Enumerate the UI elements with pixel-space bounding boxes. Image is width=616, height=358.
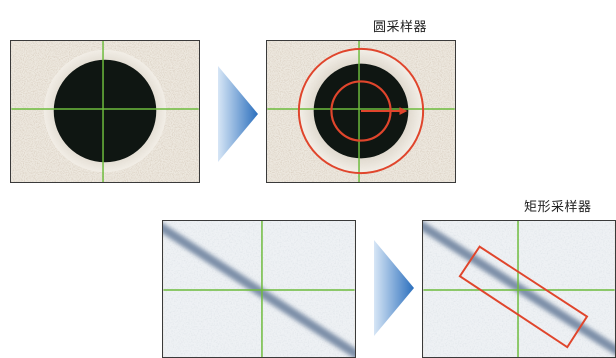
rect-sampler-label: 矩形采样器 bbox=[524, 200, 592, 215]
panel-scratch-sampler bbox=[422, 220, 616, 358]
panel-hole-sampler bbox=[266, 40, 456, 183]
circle-sampler-label: 圆采样器 bbox=[373, 20, 428, 35]
panel-scratch-original bbox=[162, 220, 356, 358]
hole-image bbox=[11, 41, 199, 182]
outer-sampler-circle bbox=[297, 47, 425, 175]
scratch-line bbox=[163, 223, 355, 357]
hole-dark-disc bbox=[53, 59, 157, 163]
scratch-image bbox=[163, 221, 355, 357]
rect-sampler-box bbox=[458, 245, 589, 349]
sampler-radius-arrowhead bbox=[399, 107, 408, 115]
chevron-right-icon bbox=[374, 240, 414, 336]
panel-hole-original bbox=[10, 40, 200, 183]
scratch-sampler-image bbox=[423, 221, 615, 357]
chevron-right-icon bbox=[218, 66, 258, 162]
hole-sampler-image bbox=[267, 41, 455, 182]
